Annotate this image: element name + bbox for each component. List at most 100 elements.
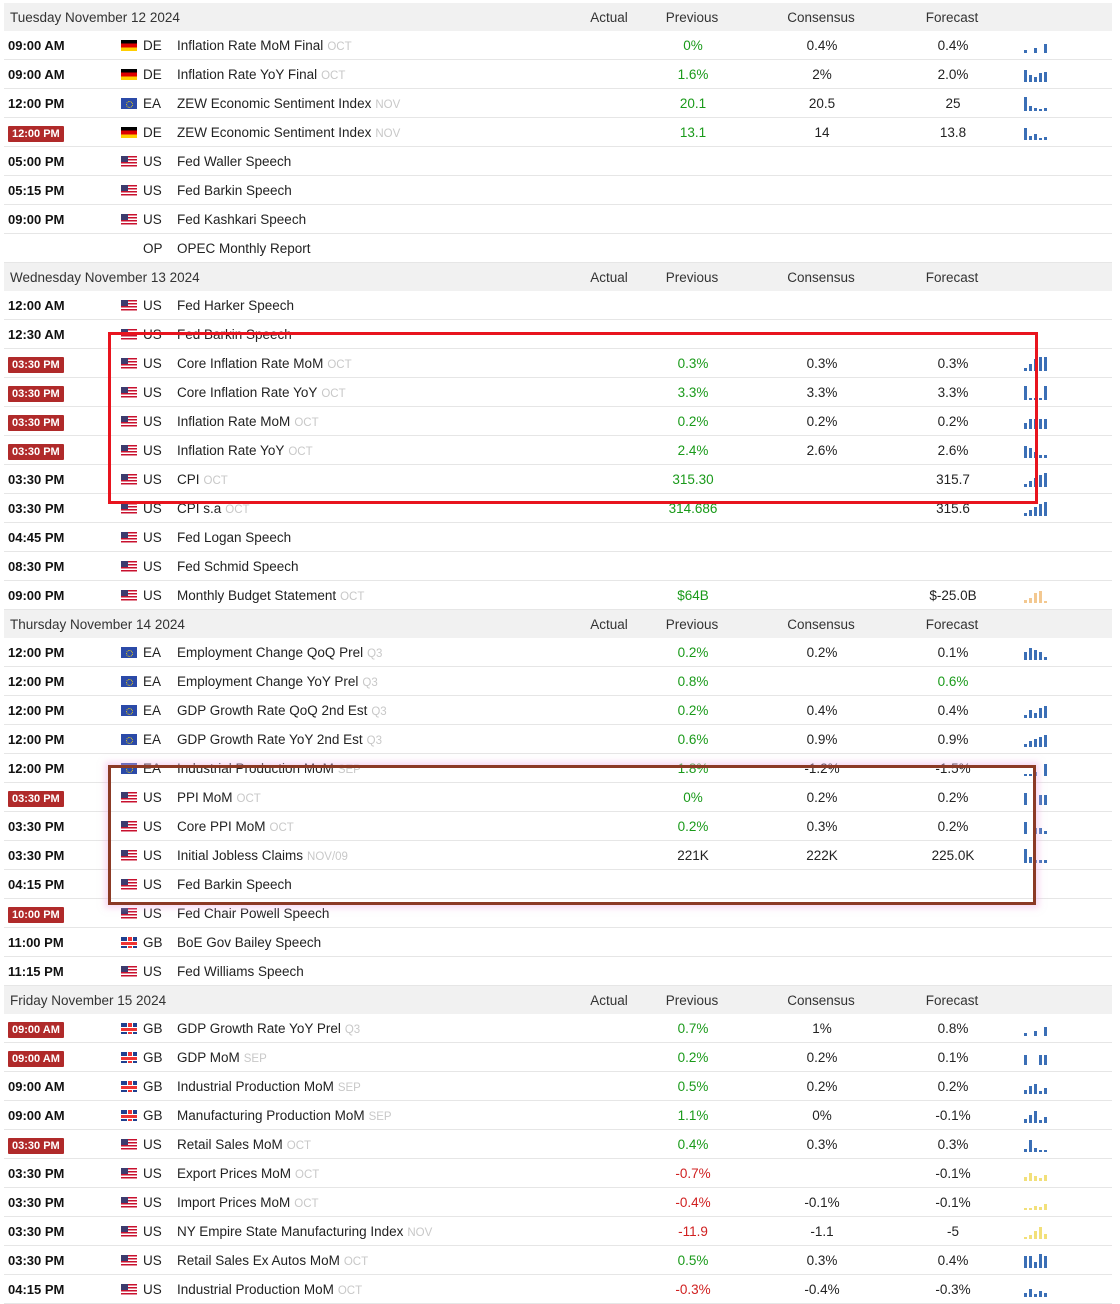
event-name[interactable]: Fed Chair Powell Speech bbox=[177, 906, 577, 921]
event-name[interactable]: Inflation Rate YoY Final OCT bbox=[177, 67, 577, 82]
event-name[interactable]: Employment Change YoY Prel Q3 bbox=[177, 674, 577, 689]
event-title[interactable]: ZEW Economic Sentiment Index bbox=[177, 95, 372, 111]
event-name[interactable]: Fed Waller Speech bbox=[177, 154, 577, 169]
event-name[interactable]: PPI MoM OCT bbox=[177, 790, 577, 805]
table-row[interactable]: 12:00 AM US Fed Harker Speech bbox=[4, 291, 1112, 320]
event-name[interactable]: GDP Growth Rate YoY Prel Q3 bbox=[177, 1021, 577, 1036]
table-row[interactable]: 09:00 AM DE Inflation Rate MoM Final OCT 0% 0… bbox=[4, 31, 1112, 60]
event-title[interactable]: GDP Growth Rate YoY Prel bbox=[177, 1020, 341, 1036]
sparkline-chart[interactable] bbox=[1005, 500, 1065, 516]
event-name[interactable]: Core PPI MoM OCT bbox=[177, 819, 577, 834]
event-title[interactable]: Manufacturing Production MoM bbox=[177, 1107, 365, 1123]
event-name[interactable]: Initial Jobless Claims NOV/09 bbox=[177, 848, 577, 863]
table-row[interactable]: 04:15 PM US Industrial Production MoM OCT -0… bbox=[4, 1275, 1112, 1304]
event-title[interactable]: Fed Schmid Speech bbox=[177, 558, 299, 574]
table-row[interactable]: 12:00 PM EA Employment Change YoY Prel Q3 0.… bbox=[4, 667, 1112, 696]
sparkline-chart[interactable] bbox=[1005, 760, 1065, 776]
event-title[interactable]: Fed Barkin Speech bbox=[177, 182, 292, 198]
event-name[interactable]: ZEW Economic Sentiment Index NOV bbox=[177, 125, 577, 140]
table-row[interactable]: 03:30 PM US Core Inflation Rate MoM OCT 0.3%… bbox=[4, 349, 1112, 378]
table-row[interactable]: 09:00 PM US Monthly Budget Statement OCT $64… bbox=[4, 581, 1112, 610]
event-title[interactable]: GDP Growth Rate QoQ 2nd Est bbox=[177, 702, 368, 718]
sparkline-chart[interactable] bbox=[1005, 587, 1065, 603]
table-row[interactable]: 03:30 PM US Retail Sales MoM OCT 0.4% 0.3% 0.3… bbox=[4, 1130, 1112, 1159]
event-title[interactable]: Import Prices MoM bbox=[177, 1194, 291, 1210]
table-row[interactable]: 09:00 AM GB GDP Growth Rate YoY Prel Q3 0.7%… bbox=[4, 1014, 1112, 1043]
table-row[interactable]: 12:00 PM EA Employment Change QoQ Prel Q3 0.… bbox=[4, 638, 1112, 667]
event-name[interactable]: Fed Barkin Speech bbox=[177, 327, 577, 342]
sparkline-chart[interactable] bbox=[1005, 66, 1065, 82]
event-title[interactable]: Fed Barkin Speech bbox=[177, 876, 292, 892]
event-title[interactable]: CPI s.a bbox=[177, 500, 222, 516]
table-row[interactable]: 03:30 PM US PPI MoM OCT 0% 0.2% 0.2% bbox=[4, 783, 1112, 812]
event-title[interactable]: Core Inflation Rate MoM bbox=[177, 355, 324, 371]
sparkline-chart[interactable] bbox=[1005, 1049, 1065, 1065]
table-row[interactable]: 09:00 AM GB GDP MoM SEP 0.2% 0.2% 0.1% bbox=[4, 1043, 1112, 1072]
sparkline-chart[interactable] bbox=[1005, 789, 1065, 805]
sparkline-chart[interactable] bbox=[1005, 471, 1065, 487]
table-row[interactable]: 03:30 PM US Retail Sales Ex Autos MoM OCT 0.… bbox=[4, 1246, 1112, 1275]
event-title[interactable]: Fed Waller Speech bbox=[177, 153, 292, 169]
event-title[interactable]: Fed Barkin Speech bbox=[177, 326, 292, 342]
event-name[interactable]: Industrial Production MoM SEP bbox=[177, 761, 577, 776]
event-name[interactable]: ZEW Economic Sentiment Index NOV bbox=[177, 96, 577, 111]
event-name[interactable]: Fed Kashkari Speech bbox=[177, 212, 577, 227]
event-title[interactable]: GDP MoM bbox=[177, 1049, 240, 1065]
event-name[interactable]: Industrial Production MoM SEP bbox=[177, 1079, 577, 1094]
sparkline-chart[interactable] bbox=[1005, 355, 1065, 371]
event-title[interactable]: Industrial Production MoM bbox=[177, 1281, 334, 1297]
event-title[interactable]: GDP Growth Rate YoY 2nd Est bbox=[177, 731, 363, 747]
event-name[interactable]: Fed Harker Speech bbox=[177, 298, 577, 313]
table-row[interactable]: OP OPEC Monthly Report bbox=[4, 234, 1112, 263]
event-name[interactable]: Fed Williams Speech bbox=[177, 964, 577, 979]
event-title[interactable]: Fed Williams Speech bbox=[177, 963, 304, 979]
sparkline-chart[interactable] bbox=[1005, 1020, 1065, 1036]
table-row[interactable]: 03:30 PM US Core Inflation Rate YoY OCT 3.3%… bbox=[4, 378, 1112, 407]
event-title[interactable]: Monthly Budget Statement bbox=[177, 587, 337, 603]
sparkline-chart[interactable] bbox=[1005, 442, 1065, 458]
event-title[interactable]: Fed Kashkari Speech bbox=[177, 211, 307, 227]
table-row[interactable]: 03:30 PM US Core PPI MoM OCT 0.2% 0.3% 0.2% bbox=[4, 812, 1112, 841]
event-title[interactable]: OPEC Monthly Report bbox=[177, 240, 311, 256]
event-title[interactable]: Industrial Production MoM bbox=[177, 760, 334, 776]
table-row[interactable]: 12:30 AM US Fed Barkin Speech bbox=[4, 320, 1112, 349]
event-name[interactable]: GDP Growth Rate QoQ 2nd Est Q3 bbox=[177, 703, 577, 718]
table-row[interactable]: 09:00 PM US Fed Kashkari Speech bbox=[4, 205, 1112, 234]
sparkline-chart[interactable] bbox=[1005, 384, 1065, 400]
sparkline-chart[interactable] bbox=[1005, 644, 1065, 660]
table-row[interactable]: 03:30 PM US CPI OCT 315.30 315.7 bbox=[4, 465, 1112, 494]
table-row[interactable]: 04:15 PM US Fed Barkin Speech bbox=[4, 870, 1112, 899]
event-title[interactable]: Inflation Rate MoM Final bbox=[177, 37, 324, 53]
event-title[interactable]: Fed Chair Powell Speech bbox=[177, 905, 330, 921]
event-name[interactable]: Industrial Production MoM OCT bbox=[177, 1282, 577, 1297]
sparkline-chart[interactable] bbox=[1005, 702, 1065, 718]
event-name[interactable]: GDP MoM SEP bbox=[177, 1050, 577, 1065]
event-name[interactable]: Core Inflation Rate MoM OCT bbox=[177, 356, 577, 371]
event-title[interactable]: NY Empire State Manufacturing Index bbox=[177, 1223, 404, 1239]
event-name[interactable]: Inflation Rate MoM OCT bbox=[177, 414, 577, 429]
event-name[interactable]: Retail Sales MoM OCT bbox=[177, 1137, 577, 1152]
table-row[interactable]: 12:00 PM EA Industrial Production MoM SEP 1.… bbox=[4, 754, 1112, 783]
event-title[interactable]: Retail Sales Ex Autos MoM bbox=[177, 1252, 340, 1268]
event-name[interactable]: Export Prices MoM OCT bbox=[177, 1166, 577, 1181]
event-title[interactable]: Inflation Rate MoM bbox=[177, 413, 291, 429]
table-row[interactable]: 03:30 PM US Inflation Rate MoM OCT 0.2% 0.2% 0… bbox=[4, 407, 1112, 436]
sparkline-chart[interactable] bbox=[1005, 37, 1065, 53]
event-name[interactable]: Inflation Rate MoM Final OCT bbox=[177, 38, 577, 53]
table-row[interactable]: 11:15 PM US Fed Williams Speech bbox=[4, 957, 1112, 986]
table-row[interactable]: 12:00 PM EA GDP Growth Rate QoQ 2nd Est Q3 0… bbox=[4, 696, 1112, 725]
sparkline-chart[interactable] bbox=[1005, 95, 1065, 111]
event-name[interactable]: Core Inflation Rate YoY OCT bbox=[177, 385, 577, 400]
table-row[interactable]: 03:30 PM US NY Empire State Manufacturing … bbox=[4, 1217, 1112, 1246]
event-title[interactable]: Export Prices MoM bbox=[177, 1165, 292, 1181]
event-title[interactable]: Employment Change QoQ Prel bbox=[177, 644, 364, 660]
event-title[interactable]: PPI MoM bbox=[177, 789, 233, 805]
sparkline-chart[interactable] bbox=[1005, 1107, 1065, 1123]
event-title[interactable]: Core PPI MoM bbox=[177, 818, 266, 834]
table-row[interactable]: 08:30 PM US Fed Schmid Speech bbox=[4, 552, 1112, 581]
sparkline-chart[interactable] bbox=[1005, 413, 1065, 429]
table-row[interactable]: 04:45 PM US Fed Logan Speech bbox=[4, 523, 1112, 552]
event-title[interactable]: Fed Logan Speech bbox=[177, 529, 292, 545]
event-title[interactable]: CPI bbox=[177, 471, 200, 487]
event-name[interactable]: BoE Gov Bailey Speech bbox=[177, 935, 577, 950]
